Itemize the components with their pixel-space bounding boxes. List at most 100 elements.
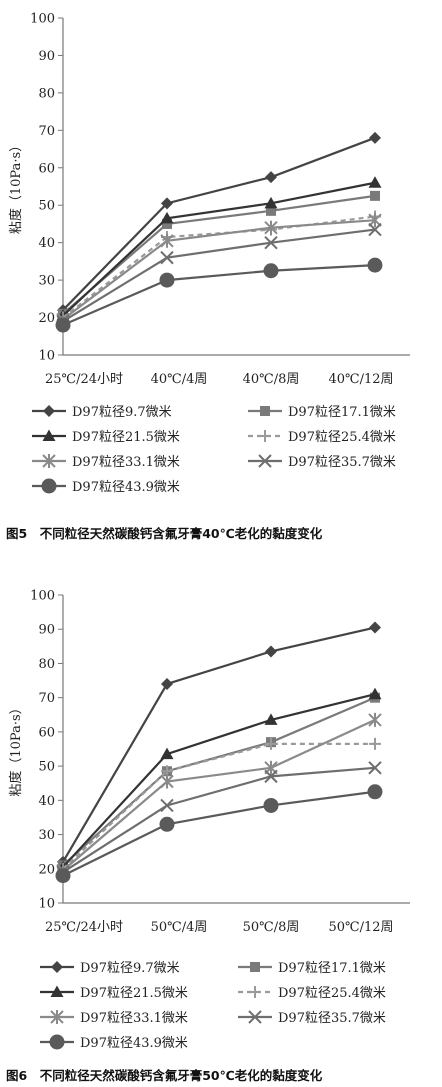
y-tick-label: 20: [38, 862, 55, 877]
legend-marker: [51, 961, 63, 973]
legend-item: D97粒径21.5微米: [40, 985, 188, 1001]
y-tick-label: 70: [38, 691, 55, 706]
data-point: [266, 205, 276, 216]
data-point: [264, 196, 278, 209]
series-line: [62, 181, 376, 317]
series-3: [56, 176, 382, 321]
chart-caption-1: 图5 不同粒径天然碳酸钙含氟牙膏40℃老化的黏度变化: [6, 526, 323, 541]
data-point: [160, 211, 174, 224]
data-point: [160, 250, 174, 265]
legend-marker: [50, 985, 64, 997]
legend-label: D97粒径33.1微米: [80, 1011, 188, 1026]
data-point: [162, 218, 172, 229]
data-point: [160, 774, 174, 789]
legend-item: D97粒径21.5微米: [32, 429, 180, 445]
y-tick-label: 70: [38, 124, 55, 139]
y-tick-label: 10: [38, 897, 55, 912]
chart-svg-2: 10 20 30 40 50 60 70 80 90 100 25℃/24小时 50℃/4周 50℃/8…: [8, 589, 410, 1051]
legend-label: D97粒径33.1微米: [72, 455, 180, 470]
x-tick-label: 50℃/8周: [243, 920, 300, 935]
legend-label: D97粒径35.7微米: [288, 455, 396, 470]
data-point: [368, 712, 382, 727]
data-point: [367, 784, 383, 800]
chart-figure-2: 10 20 30 40 50 60 70 80 90 100 25℃/24小时 50℃/4周 50℃/8…: [0, 545, 442, 1087]
y-axis-label: 粘度（10Pa·s）: [8, 701, 24, 796]
y-tick-label: 50: [38, 199, 55, 214]
data-point: [161, 677, 173, 690]
x-tick-label: 25℃/24小时: [45, 372, 123, 387]
x-tick-label: 40℃/12周: [328, 372, 393, 387]
data-point: [369, 131, 381, 144]
legend-item: D97粒径25.4微米: [248, 430, 396, 445]
legend-item: D97粒径17.1微米: [248, 405, 396, 420]
data-point: [160, 798, 174, 813]
y-tick-label: 50: [38, 760, 55, 775]
legend-label: D97粒径25.4微米: [288, 430, 396, 445]
series-6: [56, 761, 382, 879]
legend-item: D97粒径35.7微米: [248, 454, 396, 470]
y-axis-label: 粘度（10Pa·s）: [8, 139, 24, 234]
data-point: [264, 713, 278, 725]
data-point: [264, 769, 278, 784]
data-point: [265, 645, 277, 658]
data-point: [55, 317, 71, 333]
legend-marker: [49, 1034, 65, 1050]
y-tick-label: 100: [30, 589, 55, 604]
legend-item: D97粒径9.7微米: [32, 405, 172, 420]
legend-label: D97粒径17.1微米: [288, 405, 396, 420]
legend-marker: [42, 454, 56, 468]
series-line: [62, 219, 376, 321]
series-line: [62, 228, 376, 323]
legend-item: D97粒径33.1微米: [32, 454, 180, 470]
data-point: [367, 257, 383, 273]
legend: D97粒径9.7微米 D97粒径17.1微米 D97粒径21.5微米 D97粒径25.…: [32, 405, 396, 495]
legend-marker: [250, 962, 260, 972]
series-1: [57, 621, 381, 868]
y-tick-label: 30: [38, 828, 55, 843]
data-point: [265, 171, 277, 184]
chart-caption-2: 图6 不同粒径天然碳酸钙含氟牙膏50℃老化的黏度变化: [6, 1068, 323, 1083]
y-tick-label: 90: [38, 49, 55, 64]
data-point: [368, 687, 382, 700]
legend-marker: [259, 430, 271, 442]
legend-label: D97粒径17.1微米: [278, 961, 386, 976]
legend-marker: [258, 454, 272, 468]
data-point: [368, 761, 382, 775]
data-point: [263, 797, 279, 813]
series-line: [62, 742, 375, 870]
chart-figure-1: 10 20 30 40 50 60 70 80 90 100 25℃/24小时 40℃/4周 40℃/8…: [6, 12, 410, 541]
legend-marker: [43, 405, 55, 417]
data-point: [55, 868, 71, 884]
legend-label: D97粒径9.7微米: [80, 961, 180, 976]
legend-label: D97粒径43.9微米: [80, 1036, 188, 1051]
legend-marker: [42, 429, 56, 441]
y-tick-label: 80: [38, 86, 55, 101]
legend-label: D97粒径35.7微米: [278, 1011, 386, 1026]
legend-marker: [248, 1010, 262, 1024]
x-tick-label: 50℃/12周: [328, 920, 393, 935]
data-point: [159, 272, 175, 288]
data-point: [369, 621, 381, 634]
series-line: [62, 696, 376, 867]
series-line: [62, 790, 376, 877]
series-5: [56, 213, 382, 327]
data-point: [263, 263, 279, 279]
data-point: [264, 220, 278, 235]
chart-svg-1: 10 20 30 40 50 60 70 80 90 100 25℃/24小时 40℃/4周 40℃/8…: [8, 12, 410, 495]
series-line: [62, 136, 376, 311]
y-tick-label: 30: [38, 274, 55, 289]
series-line: [62, 194, 376, 315]
legend-label: D97粒径21.5微米: [72, 430, 180, 445]
x-tick-label: 40℃/4周: [151, 372, 208, 387]
data-point: [368, 222, 382, 237]
legend-item: D97粒径35.7微米: [238, 1010, 386, 1026]
legend-marker: [50, 1010, 64, 1024]
y-tick-label: 40: [38, 794, 55, 809]
y-tick-label: 60: [38, 725, 55, 740]
legend-label: D97粒径21.5微米: [80, 986, 188, 1001]
x-tick-label: 40℃/8周: [243, 372, 300, 387]
data-point: [265, 737, 277, 750]
y-tick-label: 40: [38, 236, 55, 251]
legend-marker: [260, 406, 270, 416]
legend-item: D97粒径33.1微米: [40, 1010, 188, 1026]
